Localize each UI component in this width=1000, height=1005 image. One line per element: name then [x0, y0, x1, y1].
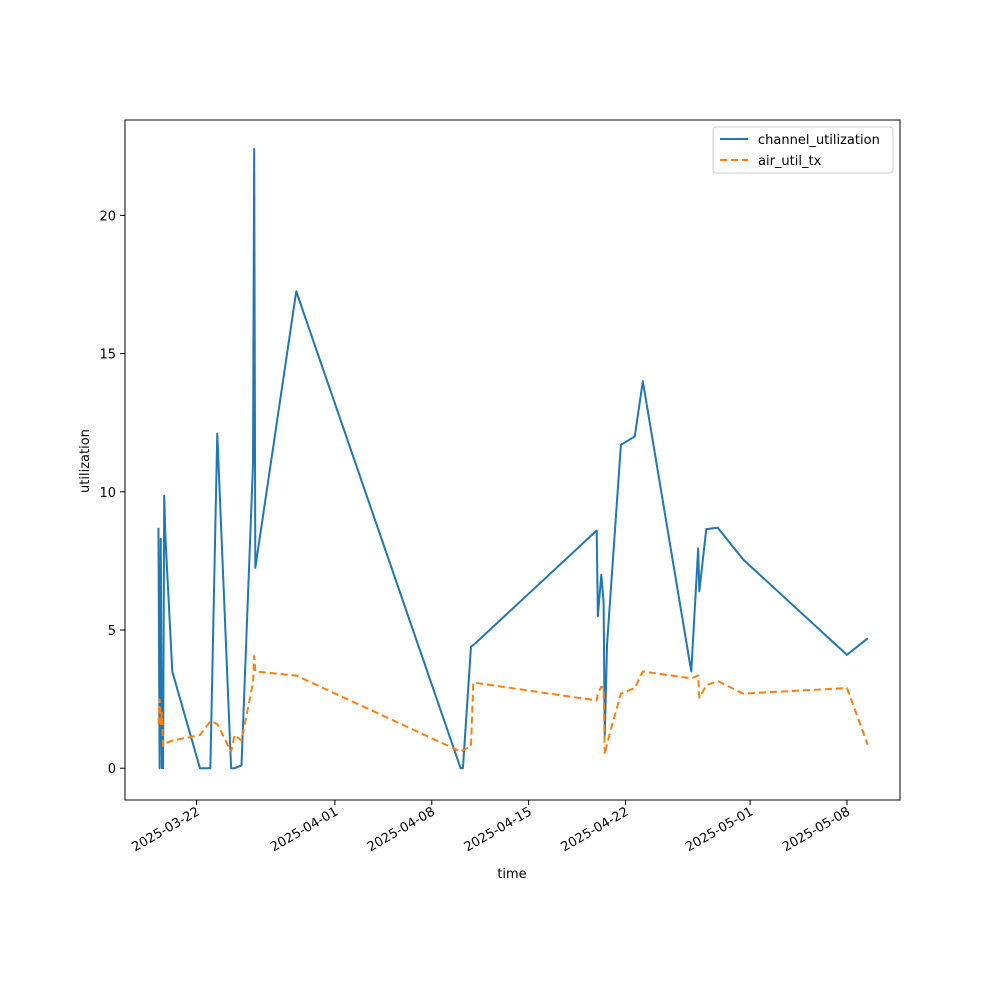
legend: channel_utilization air_util_tx — [712, 126, 894, 174]
series-line-channel-utilization — [157, 148, 869, 770]
legend-label-channel-utilization: channel_utilization — [758, 133, 880, 148]
y-tick-label: 10 — [99, 486, 116, 501]
y-axis-title: utilization — [78, 429, 93, 493]
y-tick-label: 15 — [99, 348, 116, 363]
legend-label-air-util-tx: air_util_tx — [758, 154, 822, 169]
y-tick-label: 0 — [108, 762, 116, 777]
series-line-air-util-tx — [157, 655, 869, 756]
plot-area — [157, 148, 869, 770]
x-axis-title: time — [497, 867, 526, 882]
y-tick-label: 5 — [108, 624, 116, 639]
axes-frame — [124, 119, 901, 801]
y-tick-label: 20 — [99, 209, 116, 224]
legend-box — [712, 126, 894, 174]
y-axis: 0 5 10 15 20 — [99, 209, 125, 777]
